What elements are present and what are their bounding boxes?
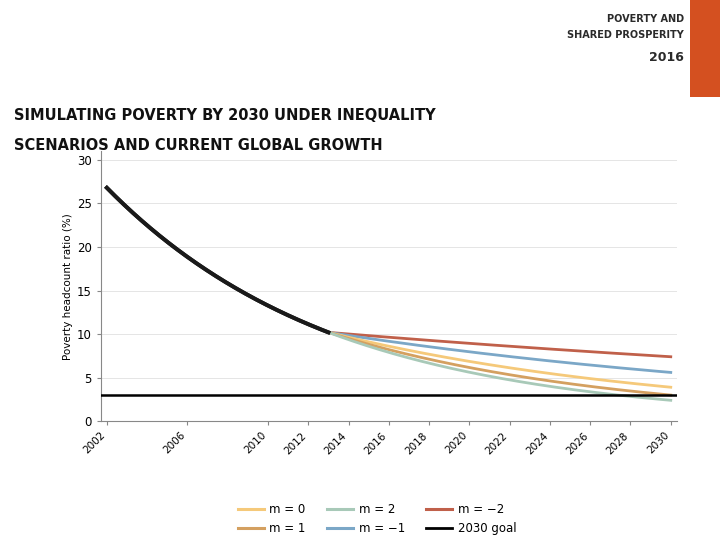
- Text: SHARED PROSPERITY: SHARED PROSPERITY: [567, 30, 684, 40]
- Legend: m = 0, m = 1, m = 2, m = −1, m = −2, 2030 goal: m = 0, m = 1, m = 2, m = −1, m = −2, 203…: [233, 498, 522, 539]
- Y-axis label: Poverty headcount ratio (%): Poverty headcount ratio (%): [63, 213, 73, 360]
- Text: SIMULATING POVERTY BY 2030 UNDER INEQUALITY: SIMULATING POVERTY BY 2030 UNDER INEQUAL…: [14, 108, 436, 123]
- Text: SCENARIOS AND CURRENT GLOBAL GROWTH: SCENARIOS AND CURRENT GLOBAL GROWTH: [14, 138, 383, 153]
- Text: 2016: 2016: [649, 51, 684, 64]
- Text: POVERTY AND: POVERTY AND: [607, 14, 684, 24]
